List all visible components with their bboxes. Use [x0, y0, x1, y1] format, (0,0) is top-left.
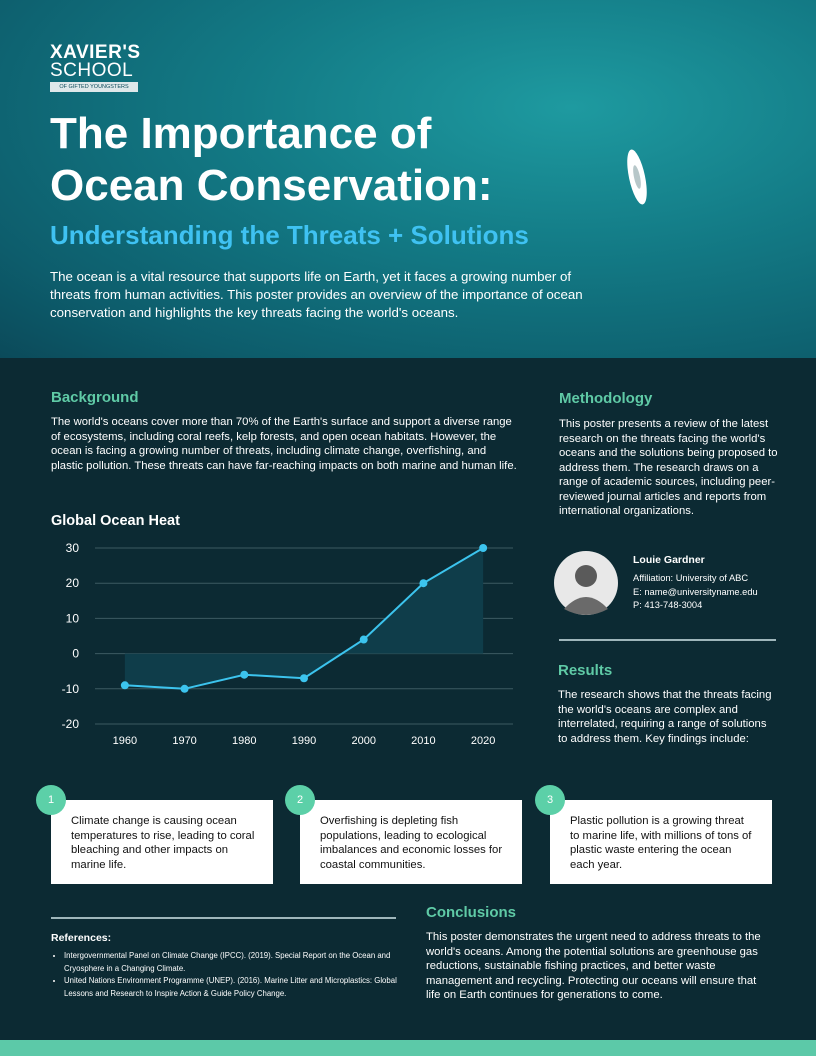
- x-tick-label: 2020: [471, 735, 495, 747]
- footer-bar: [0, 1040, 816, 1056]
- title-line: Ocean Conservation:: [50, 161, 493, 210]
- section-heading: Results: [558, 662, 613, 679]
- x-tick-label: 1970: [172, 735, 196, 747]
- author-line: P: 413-748-3004: [633, 600, 703, 610]
- author-photo: [554, 551, 618, 615]
- logo-line: SCHOOL: [50, 60, 134, 81]
- y-tick-label: 20: [66, 576, 80, 590]
- finding-number: 3: [535, 785, 565, 815]
- logo-tagline: OF GIFTED YOUNGSTERS: [50, 82, 138, 92]
- references-list: Intergovernmental Panel on Climate Chang…: [51, 950, 414, 1000]
- point: [240, 670, 249, 679]
- point: [359, 635, 368, 644]
- finding-card: Climate change is causing ocean temperat…: [51, 800, 273, 884]
- header-image: [0, 0, 816, 358]
- y-tick-label: 30: [66, 541, 80, 555]
- chart: -20 -10 0 10 20 30 1960 1970 1980 1990 2000 2010 202…: [62, 541, 513, 747]
- finding-card: Plastic pollution is a growing threat to…: [550, 800, 772, 884]
- author-line: E: name@universityname.edu: [633, 586, 758, 597]
- author-details: Affiliation: University of ABC E: name@u…: [633, 572, 758, 613]
- author-line: Affiliation: University of ABC: [633, 573, 749, 583]
- x-tick-label: 1980: [232, 735, 256, 747]
- point: [180, 684, 189, 693]
- point: [419, 579, 428, 588]
- section-heading: Conclusions: [426, 904, 517, 921]
- boat: [627, 149, 647, 205]
- x-tick-label: 2000: [351, 735, 375, 747]
- section-text: The research shows that the threats faci…: [558, 689, 772, 745]
- divider: [51, 917, 396, 919]
- title-line: The Importance of: [50, 109, 432, 158]
- section-text: The world's oceans cover more than 70% o…: [51, 416, 517, 472]
- x-tick-label: 1990: [292, 735, 316, 747]
- chart-title: Global Ocean Heat: [51, 513, 180, 529]
- finding-card: Overfishing is depleting fish population…: [300, 800, 522, 884]
- x-tick-label: 2010: [411, 735, 435, 747]
- y-tick-label: -20: [62, 717, 80, 731]
- section-text: This poster demonstrates the urgent need…: [426, 931, 761, 1001]
- section-heading: Background: [51, 389, 139, 406]
- y-tick-label: 0: [72, 647, 79, 661]
- y-tick-label: -10: [62, 682, 80, 696]
- finding-number: 1: [36, 785, 66, 815]
- references-heading: References:: [51, 932, 112, 944]
- x-tick-label: 1960: [113, 735, 137, 747]
- author-name: Louie Gardner: [633, 554, 705, 566]
- point: [479, 544, 488, 552]
- point: [300, 674, 308, 683]
- intro: The ocean is a vital resource that suppo…: [50, 269, 583, 320]
- section-heading: Methodology: [559, 390, 653, 407]
- area: [124, 548, 484, 689]
- point: [120, 681, 129, 690]
- section-text: This poster presents a review of the lat…: [559, 418, 778, 517]
- divider: [559, 639, 776, 641]
- subtitle: Understanding the Threats + Solutions: [50, 220, 529, 250]
- finding-number: 2: [285, 785, 315, 815]
- logo-line: XAVIER'S: [50, 42, 141, 63]
- title: The Importance of Ocean Conservation:: [50, 108, 493, 212]
- reference: Intergovernmental Panel on Climate Chang…: [64, 950, 414, 975]
- reference: United Nations Environment Programme (UN…: [64, 975, 414, 1000]
- y-tick-label: 10: [66, 611, 80, 625]
